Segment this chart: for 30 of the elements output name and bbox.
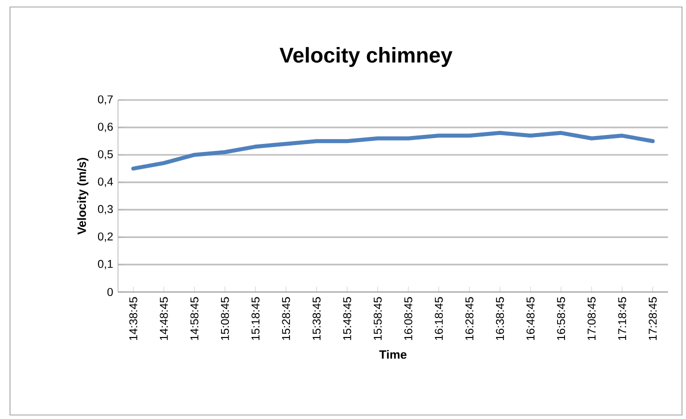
x-tick-label: 17:08:45 — [588, 297, 596, 340]
y-tick-label: 0 — [107, 288, 113, 296]
x-tick-label: 17:28:45 — [648, 297, 657, 340]
x-tick-label: 15:48:45 — [343, 297, 352, 340]
x-tick-label: 16:38:45 — [496, 297, 504, 340]
x-tick-label: 15:18:45 — [252, 297, 260, 340]
y-tick-label: 0,1 — [98, 260, 113, 270]
x-tick-label: 16:48:45 — [526, 297, 535, 340]
y-tick-label: 0,4 — [98, 178, 113, 187]
x-axis-title: Time — [379, 350, 406, 359]
y-tick-label: 0,5 — [98, 150, 113, 160]
x-tick-label: 14:58:45 — [190, 297, 198, 340]
y-tick-label: 0,7 — [98, 95, 113, 105]
y-tick-label: 0,6 — [98, 122, 113, 132]
x-tick-label: 14:48:45 — [160, 297, 168, 340]
y-axis-title: Velocity (m/s) — [77, 158, 88, 235]
y-tick-label: 0,2 — [98, 232, 113, 242]
x-tick-label: 15:38:45 — [312, 297, 321, 340]
x-tick-label: 14:38:45 — [129, 297, 138, 340]
x-tick-label: 16:28:45 — [465, 297, 474, 340]
x-tick-label: 16:58:45 — [557, 297, 566, 340]
x-tick-label: 15:28:45 — [282, 297, 290, 340]
x-tick-label: 15:58:45 — [374, 297, 382, 340]
y-tick-label: 0,3 — [98, 205, 113, 214]
x-tick-label: 15:08:45 — [220, 297, 229, 340]
x-tick-label: 16:18:45 — [434, 297, 443, 340]
x-tick-label: 17:18:45 — [618, 297, 626, 340]
x-tick-label: 16:08:45 — [404, 297, 412, 340]
chart-title: Velocity chimney — [280, 47, 452, 67]
line-series — [131, 130, 655, 171]
